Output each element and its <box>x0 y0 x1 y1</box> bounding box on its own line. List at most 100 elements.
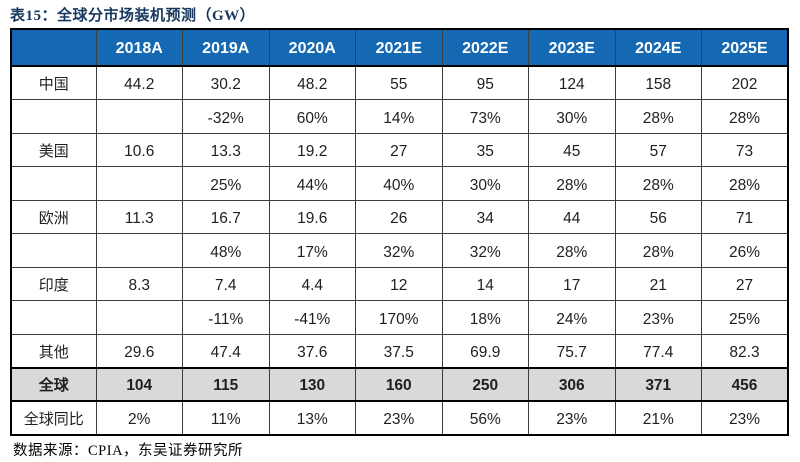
data-cell: 16.7 <box>182 199 270 234</box>
data-cell: 75.7 <box>528 333 616 368</box>
data-cell: 13% <box>268 400 356 436</box>
growth-row: 25% 44% 40% 30% 28% 28% 28% <box>10 166 789 201</box>
data-cell: 32% <box>355 233 443 268</box>
data-cell: 11% <box>182 400 270 436</box>
data-cell: 371 <box>614 366 702 402</box>
table-title: 表15：全球分市场装机预测（GW） <box>10 8 256 24</box>
growth-row: -11% -41% 170% 18% 24% 23% 25% <box>10 300 789 335</box>
data-cell: 44.2 <box>95 65 183 100</box>
data-cell: 26 <box>355 199 443 234</box>
data-cell: 73% <box>441 99 529 134</box>
data-cell: 44% <box>268 166 356 201</box>
data-cell: 306 <box>528 366 616 402</box>
row-label: 全球 <box>10 366 97 402</box>
growth-row: 48% 17% 32% 32% 28% 28% 26% <box>10 233 789 268</box>
row-label: 全球同比 <box>10 400 97 436</box>
growth-row: -32% 60% 14% 73% 30% 28% 28% <box>10 99 789 134</box>
data-cell <box>95 300 183 335</box>
data-cell <box>95 99 183 134</box>
data-cell: 28% <box>614 166 702 201</box>
corner-header-cell <box>10 28 97 67</box>
data-cell: 13.3 <box>182 132 270 167</box>
data-cell: 21% <box>614 400 702 436</box>
data-cell: 73 <box>701 132 789 167</box>
row-label <box>10 166 97 201</box>
data-cell: 23% <box>528 400 616 436</box>
data-cell: 60% <box>268 99 356 134</box>
data-cell: 10.6 <box>95 132 183 167</box>
data-cell: 202 <box>701 65 789 100</box>
data-cell: 104 <box>95 366 183 402</box>
row-label: 印度 <box>10 266 97 301</box>
data-cell: 32% <box>441 233 529 268</box>
data-cell: 48% <box>182 233 270 268</box>
data-cell: 77.4 <box>614 333 702 368</box>
row-label: 美国 <box>10 132 97 167</box>
region-row: 印度 8.3 7.4 4.4 12 14 17 21 27 <box>10 266 789 301</box>
column-header: 2021E <box>355 28 443 67</box>
data-cell: 56 <box>614 199 702 234</box>
data-cell: 12 <box>355 266 443 301</box>
data-cell: 17% <box>268 233 356 268</box>
global-installation-forecast-table: 2018A 2019A 2020A 2021E 2022E 2023E 2024E 2025E… <box>10 28 789 436</box>
data-cell: -11% <box>182 300 270 335</box>
data-cell: 45 <box>528 132 616 167</box>
region-row: 欧洲 11.3 16.7 19.6 26 34 44 56 71 <box>10 199 789 234</box>
data-cell: 28% <box>614 233 702 268</box>
data-cell: 8.3 <box>95 266 183 301</box>
region-row: 中国 44.2 30.2 48.2 55 95 124 158 202 <box>10 65 789 100</box>
data-cell: 37.5 <box>355 333 443 368</box>
data-cell: 4.4 <box>268 266 356 301</box>
data-cell: 34 <box>441 199 529 234</box>
data-cell: 158 <box>614 65 702 100</box>
column-header: 2022E <box>441 28 529 67</box>
summary-row: 全球 104 115 130 160 250 306 371 456 <box>10 366 789 402</box>
data-cell: 25% <box>182 166 270 201</box>
data-cell: 47.4 <box>182 333 270 368</box>
data-cell: 28% <box>701 99 789 134</box>
data-cell: 25% <box>701 300 789 335</box>
data-cell: 30% <box>441 166 529 201</box>
table-body: 中国 44.2 30.2 48.2 55 95 124 158 202 -32% 60% 14% 73%… <box>10 65 789 436</box>
data-cell: 44 <box>528 199 616 234</box>
column-header: 2025E <box>701 28 789 67</box>
data-cell: 19.2 <box>268 132 356 167</box>
data-cell: 27 <box>355 132 443 167</box>
data-cell: 23% <box>355 400 443 436</box>
column-header: 2020A <box>268 28 356 67</box>
data-cell: 95 <box>441 65 529 100</box>
data-cell: 55 <box>355 65 443 100</box>
data-cell: 26% <box>701 233 789 268</box>
data-cell: 56% <box>441 400 529 436</box>
data-cell: 40% <box>355 166 443 201</box>
data-cell: 28% <box>701 166 789 201</box>
data-cell: 17 <box>528 266 616 301</box>
row-label: 其他 <box>10 333 97 368</box>
data-cell: -32% <box>182 99 270 134</box>
data-cell: 19.6 <box>268 199 356 234</box>
data-cell: 30.2 <box>182 65 270 100</box>
data-cell: 124 <box>528 65 616 100</box>
data-cell: 71 <box>701 199 789 234</box>
column-header: 2018A <box>95 28 183 67</box>
column-header: 2023E <box>528 28 616 67</box>
data-cell: 57 <box>614 132 702 167</box>
data-cell: -41% <box>268 300 356 335</box>
data-cell: 23% <box>614 300 702 335</box>
data-cell: 18% <box>441 300 529 335</box>
source-note: 数据来源：CPIA，东吴证券研究所 <box>13 443 244 459</box>
header-row: 2018A 2019A 2020A 2021E 2022E 2023E 2024E 2025E <box>10 28 789 67</box>
data-cell: 28% <box>528 233 616 268</box>
data-cell: 69.9 <box>441 333 529 368</box>
column-header: 2024E <box>614 28 702 67</box>
region-row: 美国 10.6 13.3 19.2 27 35 45 57 73 <box>10 132 789 167</box>
data-cell: 35 <box>441 132 529 167</box>
data-cell: 456 <box>701 366 789 402</box>
data-cell: 14 <box>441 266 529 301</box>
data-cell: 11.3 <box>95 199 183 234</box>
data-cell: 27 <box>701 266 789 301</box>
data-cell: 130 <box>268 366 356 402</box>
data-cell <box>95 233 183 268</box>
data-cell: 28% <box>528 166 616 201</box>
